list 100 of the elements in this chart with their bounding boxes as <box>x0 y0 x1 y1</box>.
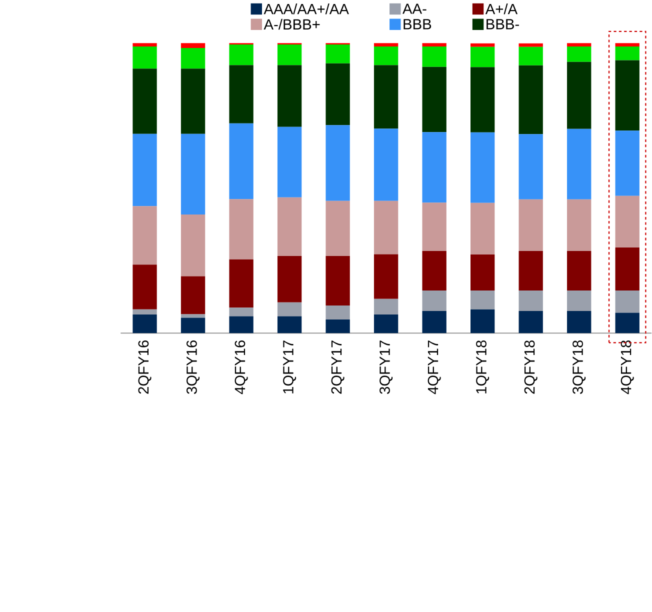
legend-label: AA- <box>402 4 426 14</box>
bar <box>422 43 446 47</box>
bar <box>180 318 206 334</box>
bar <box>518 44 543 48</box>
bar <box>615 43 640 47</box>
bar <box>518 311 543 334</box>
legend-label: BBB- <box>486 19 519 30</box>
bar <box>518 251 543 291</box>
bar <box>470 290 495 310</box>
bar <box>374 43 398 47</box>
x-tick-label: 4QFY16 <box>234 340 248 394</box>
bar <box>567 62 592 130</box>
bar <box>470 203 495 255</box>
bar <box>277 65 302 128</box>
bar <box>229 199 254 260</box>
bar <box>422 311 446 334</box>
bar <box>326 125 350 202</box>
bar <box>422 290 446 312</box>
bar <box>180 134 206 215</box>
legend-label: BBB <box>404 19 432 30</box>
bar <box>422 132 446 203</box>
bar <box>180 43 206 48</box>
bar <box>374 314 398 334</box>
bar <box>132 68 157 134</box>
bar <box>470 44 495 48</box>
bar <box>567 251 592 291</box>
bar <box>374 299 398 315</box>
bar <box>422 202 446 252</box>
legend-label: AAA/AA+/AA <box>264 4 349 14</box>
bar <box>132 314 157 334</box>
bar <box>615 313 640 334</box>
bar <box>180 68 206 134</box>
x-tick-label: 2QFY17 <box>331 340 344 394</box>
legend-label: A-/BBB+ <box>264 19 320 30</box>
bar <box>277 256 302 303</box>
bar <box>567 46 592 62</box>
bar <box>132 206 157 265</box>
bar <box>470 132 495 204</box>
bar <box>422 67 446 132</box>
bar <box>277 198 302 256</box>
x-tick-label: 4QFY17 <box>428 340 441 394</box>
bar <box>567 200 592 252</box>
x-tick-label: 3QFY16 <box>186 340 200 394</box>
bar <box>470 47 495 68</box>
bar <box>229 308 254 317</box>
bar <box>326 256 350 306</box>
bar <box>374 201 398 254</box>
x-tick-label: 4QFY18 <box>620 340 634 394</box>
x-tick-label: 1QFY18 <box>476 340 490 394</box>
bar <box>132 310 157 315</box>
bar <box>615 196 640 248</box>
bar <box>132 43 157 47</box>
bar <box>615 46 640 60</box>
bar <box>180 314 206 318</box>
x-tick-label: 1QFY17 <box>283 340 296 394</box>
bar <box>229 65 254 124</box>
bar <box>132 134 157 206</box>
x-tick-label: 2QFY16 <box>138 340 152 394</box>
bar <box>567 311 592 334</box>
bar <box>615 290 640 314</box>
bar <box>180 48 206 69</box>
bar <box>518 200 543 252</box>
bar <box>374 65 398 129</box>
x-tick-label: 3QFY17 <box>380 340 393 394</box>
bar <box>374 46 398 66</box>
bar <box>374 128 398 202</box>
bar <box>615 60 640 131</box>
bar <box>229 316 254 334</box>
bar <box>277 44 302 66</box>
bar <box>132 46 157 69</box>
bar <box>326 320 350 334</box>
bar <box>470 67 495 133</box>
legend-label: A+/A <box>485 4 518 14</box>
bar <box>326 201 350 256</box>
bar <box>470 310 495 334</box>
bar <box>422 46 446 68</box>
bar <box>422 251 446 291</box>
bar <box>518 290 543 312</box>
bar <box>132 264 157 310</box>
bar <box>277 316 302 334</box>
bar <box>518 134 543 200</box>
bar <box>229 44 254 66</box>
x-tick-label: 2QFY18 <box>524 340 538 394</box>
bar <box>277 127 302 198</box>
bar <box>374 254 398 300</box>
bar <box>326 306 350 320</box>
bar <box>518 66 543 134</box>
bar <box>326 64 350 126</box>
bar <box>229 260 254 308</box>
bar <box>567 43 592 47</box>
bar <box>470 254 495 291</box>
bar <box>277 302 302 317</box>
bar <box>326 44 350 64</box>
bar <box>615 248 640 291</box>
bar <box>180 214 206 276</box>
bar <box>567 129 592 200</box>
x-tick-label: 3QFY18 <box>572 340 586 394</box>
bar <box>229 124 254 200</box>
bar <box>518 47 543 66</box>
bar <box>180 276 206 314</box>
